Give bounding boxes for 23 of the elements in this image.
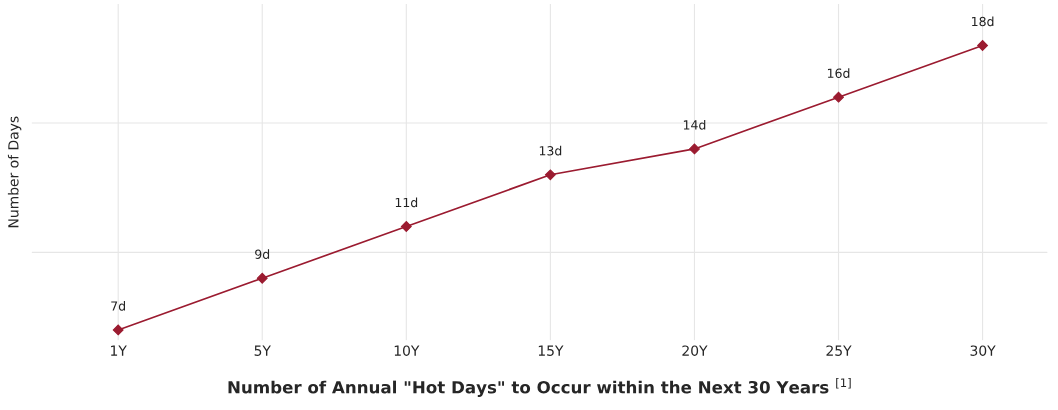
data-label: 18d	[972, 16, 994, 27]
y-axis-title: Number of Days	[7, 116, 22, 228]
data-label: 7d	[111, 301, 125, 311]
point	[544, 169, 556, 181]
data-label: 13d	[539, 145, 562, 156]
x-tick-label: 10Y	[394, 345, 420, 356]
data-label: 11d	[395, 197, 418, 208]
x-tick-label: 15Y	[538, 345, 564, 356]
x-tick-label: 1Y	[111, 345, 127, 356]
point	[833, 91, 844, 103]
data-label: 14d	[683, 119, 706, 130]
x-tick-label: 30Y	[970, 345, 996, 356]
data-label: 16d	[827, 68, 850, 78]
x-axis-title: Number of Annual "Hot Days" to Occur within the Next 30 Years $^{[1]}$	[228, 378, 851, 397]
x-tick-label: 5Y	[254, 345, 271, 356]
point	[689, 143, 700, 155]
point	[400, 221, 412, 232]
data-label: 9d	[255, 249, 270, 259]
x-tick-label: 25Y	[826, 345, 852, 356]
point	[256, 272, 268, 284]
point	[112, 324, 124, 336]
x-tick-label: 20Y	[682, 345, 708, 356]
point	[977, 40, 989, 51]
